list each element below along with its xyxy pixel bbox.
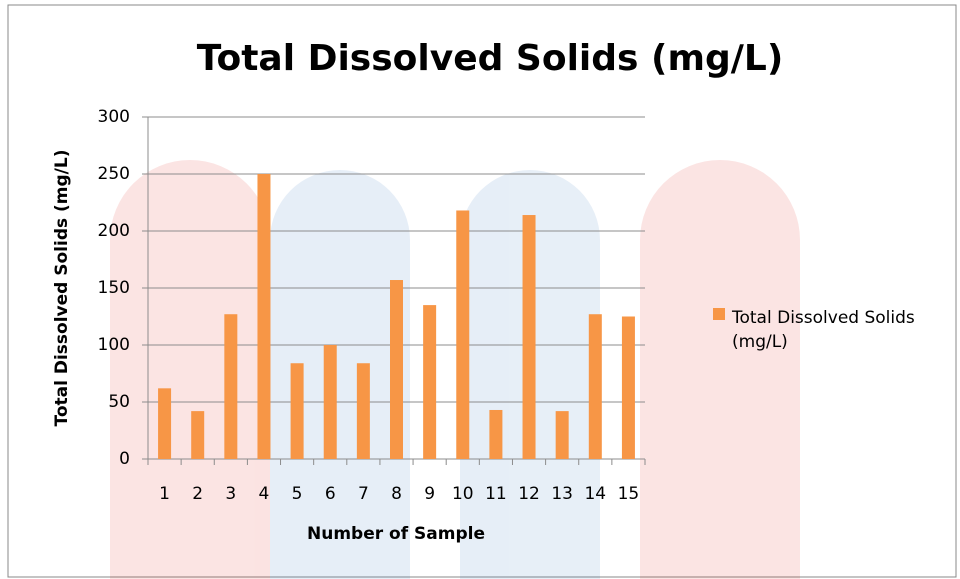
legend-swatch (713, 308, 725, 320)
x-tick-label: 11 (485, 484, 507, 504)
x-tick-label: 9 (424, 484, 435, 504)
x-axis-label: Number of Sample (307, 524, 485, 544)
x-tick-label: 10 (452, 484, 474, 504)
y-tick-label: 0 (119, 449, 130, 469)
bar (456, 210, 470, 459)
x-tick-label: 3 (225, 484, 236, 504)
x-tick-label: 14 (584, 484, 606, 504)
x-tick-label: 1 (159, 484, 170, 504)
bar (290, 363, 304, 459)
legend-label: Total Dissolved Solids (mg/L) (732, 308, 915, 352)
chart-title: Total Dissolved Solids (mg/L) (197, 38, 784, 79)
x-tick-label: 7 (358, 484, 369, 504)
bar (191, 411, 205, 459)
bar (323, 345, 337, 459)
y-tick-label: 200 (98, 221, 130, 241)
y-tick-label: 250 (98, 164, 130, 184)
bar (621, 316, 635, 459)
bar (489, 409, 503, 459)
x-tick-label: 8 (391, 484, 402, 504)
y-tick-label: 100 (98, 335, 130, 355)
bar (158, 388, 172, 459)
x-tick-label: 13 (551, 484, 573, 504)
y-axis-label: Total Dissolved Solids (mg/L) (52, 150, 72, 427)
bar (390, 280, 403, 459)
x-tick-label: 15 (618, 484, 640, 504)
bar (423, 305, 437, 459)
x-tick-label: 12 (518, 484, 540, 504)
x-tick-label: 5 (292, 484, 303, 504)
watermark (110, 160, 800, 579)
chart-frame (7, 4, 957, 578)
bar (356, 363, 370, 459)
x-tick-label: 4 (259, 484, 270, 504)
x-tick-label: 2 (192, 484, 203, 504)
x-tick-label: 6 (325, 484, 336, 504)
bar (257, 174, 271, 459)
bar (588, 314, 602, 459)
bar (224, 314, 238, 459)
bar (522, 215, 536, 459)
y-tick-label: 50 (108, 392, 130, 412)
bar (555, 411, 569, 459)
y-tick-label: 150 (98, 278, 130, 298)
y-tick-label: 300 (98, 107, 130, 127)
